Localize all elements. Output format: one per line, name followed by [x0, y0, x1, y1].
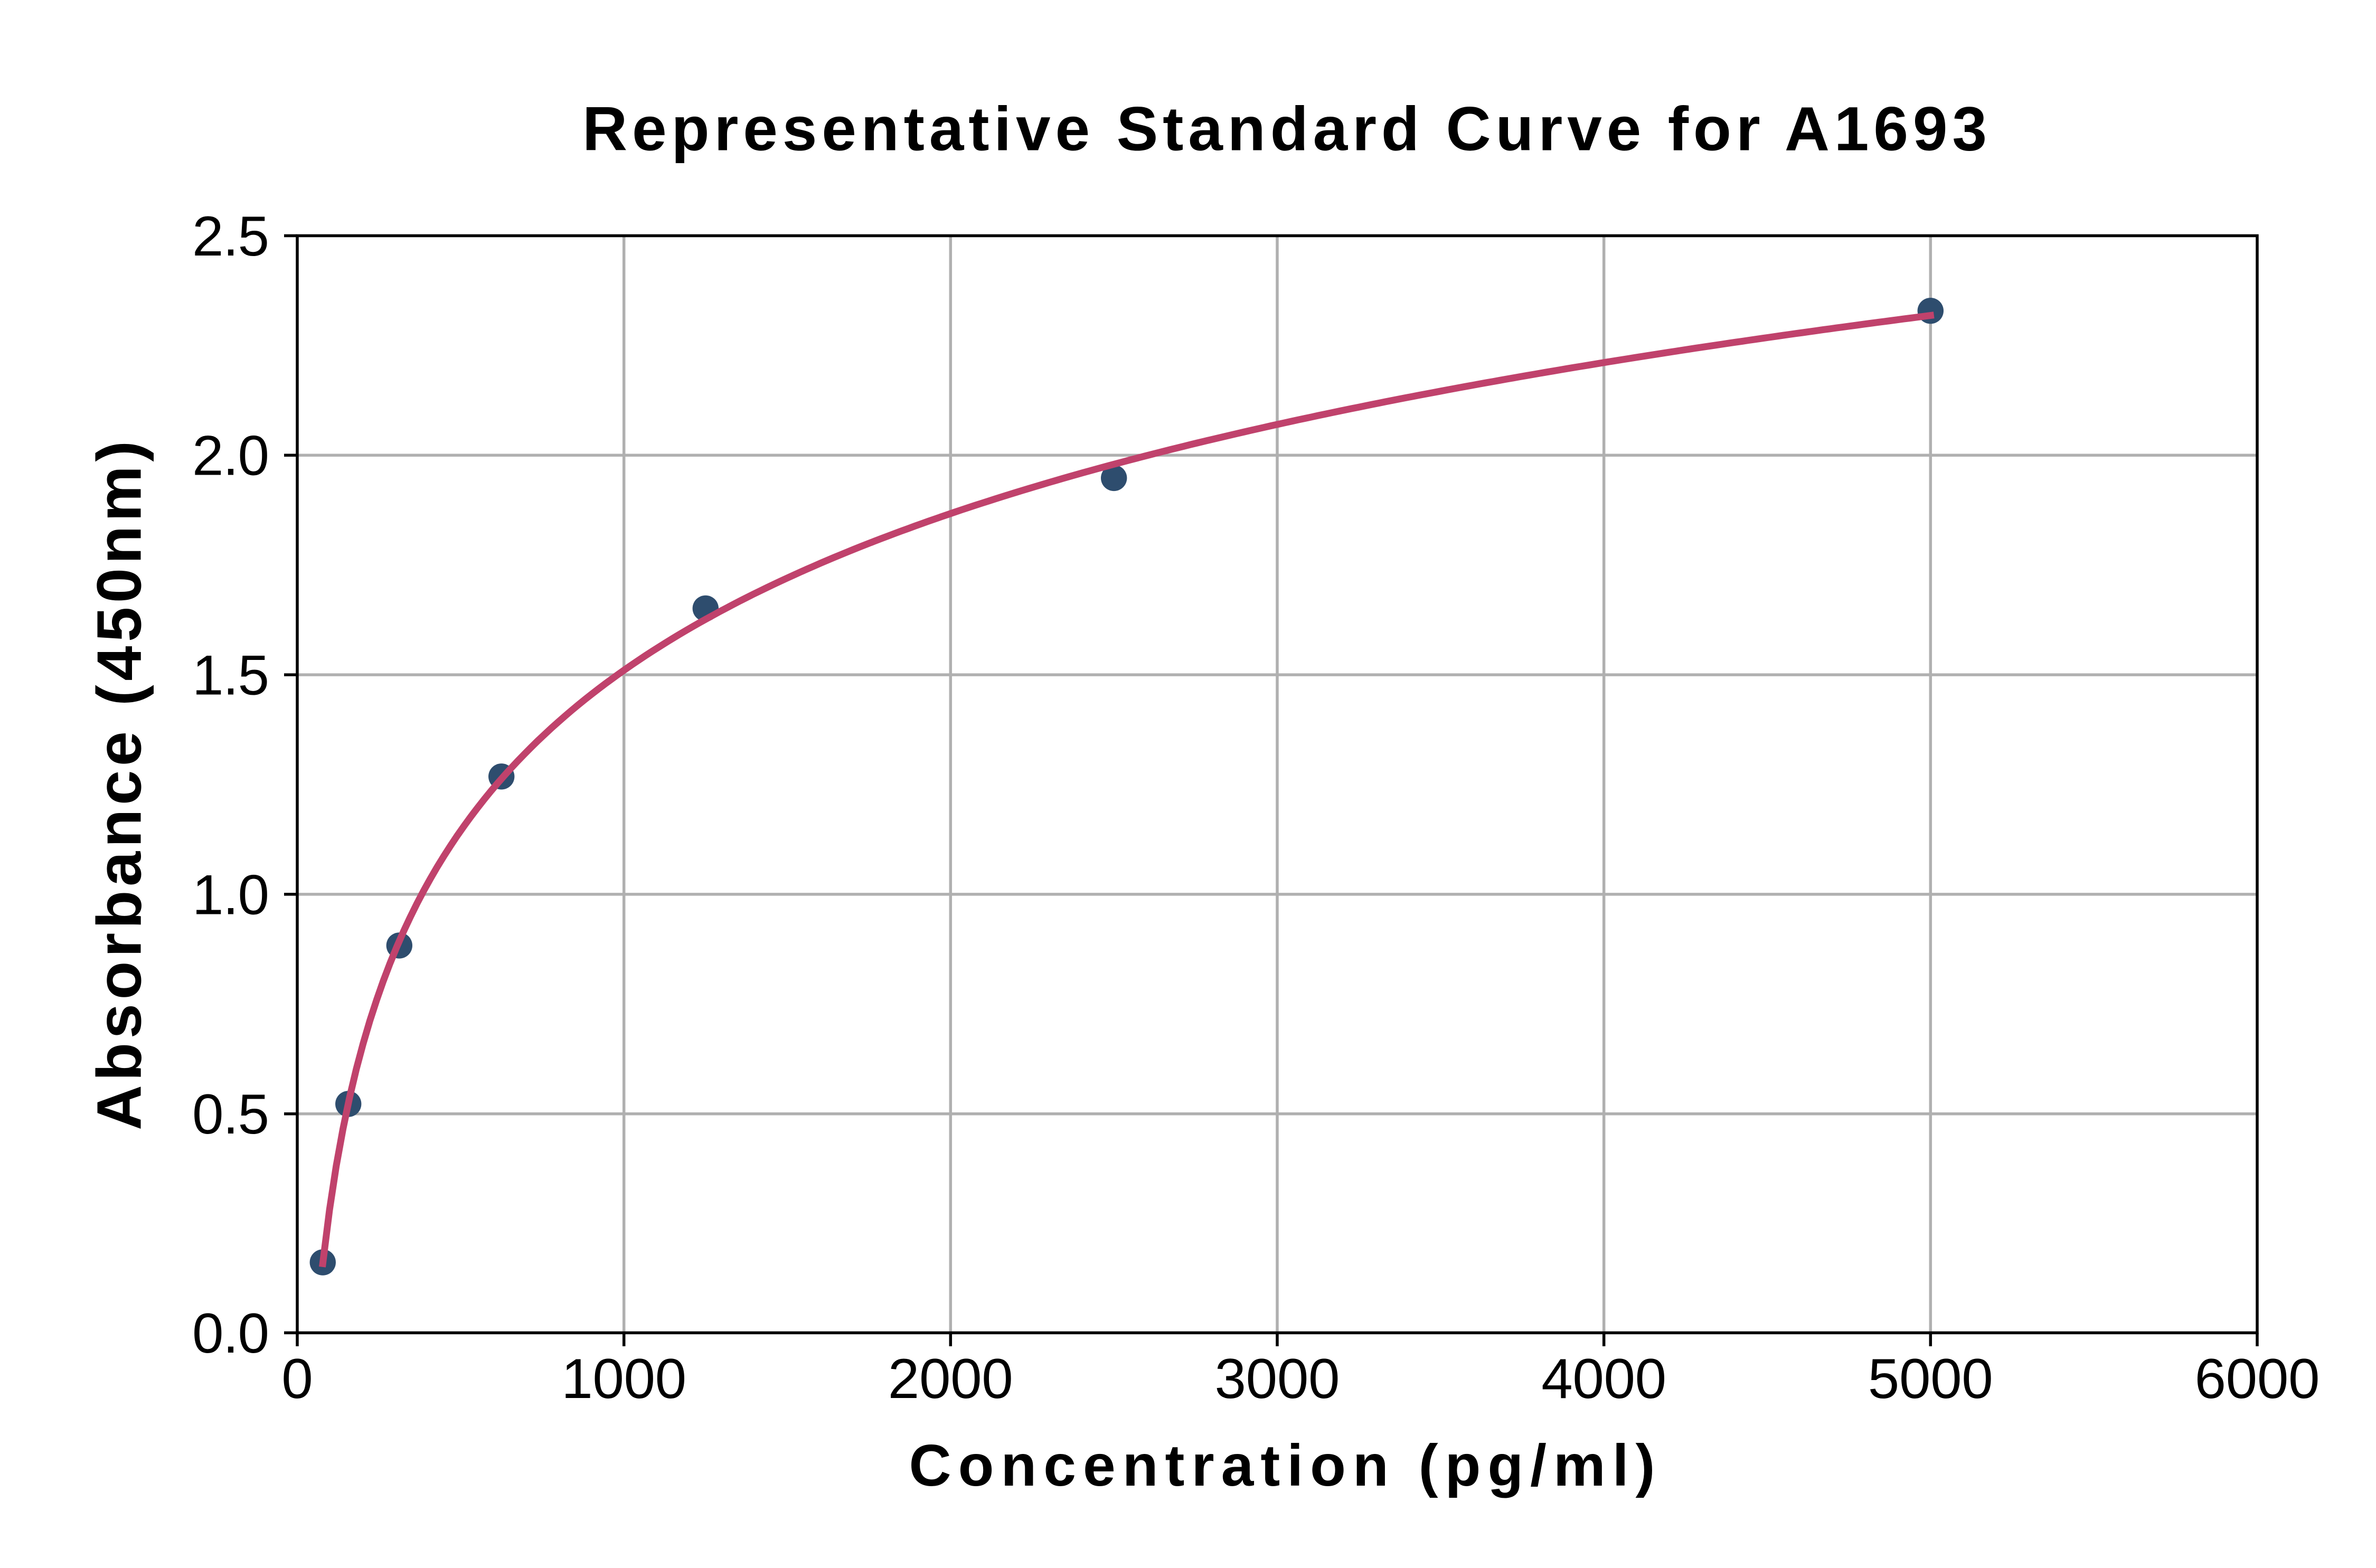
svg-text:2.0: 2.0: [192, 424, 269, 487]
svg-text:1.5: 1.5: [192, 644, 269, 707]
svg-text:4000: 4000: [1541, 1347, 1666, 1410]
svg-text:2.5: 2.5: [192, 204, 269, 268]
svg-text:0: 0: [281, 1347, 313, 1410]
svg-text:6000: 6000: [2195, 1347, 2320, 1410]
svg-text:1000: 1000: [561, 1347, 686, 1410]
svg-text:2000: 2000: [888, 1347, 1013, 1410]
svg-text:3000: 3000: [1215, 1347, 1340, 1410]
svg-text:1.0: 1.0: [192, 863, 269, 926]
svg-text:Representative Standard Curve: Representative Standard Curve for A1693: [582, 95, 1987, 164]
svg-text:0.5: 0.5: [192, 1082, 269, 1146]
svg-text:Absorbance (450nm): Absorbance (450nm): [84, 441, 155, 1130]
svg-text:0.0: 0.0: [192, 1301, 269, 1365]
svg-text:5000: 5000: [1868, 1347, 1993, 1410]
